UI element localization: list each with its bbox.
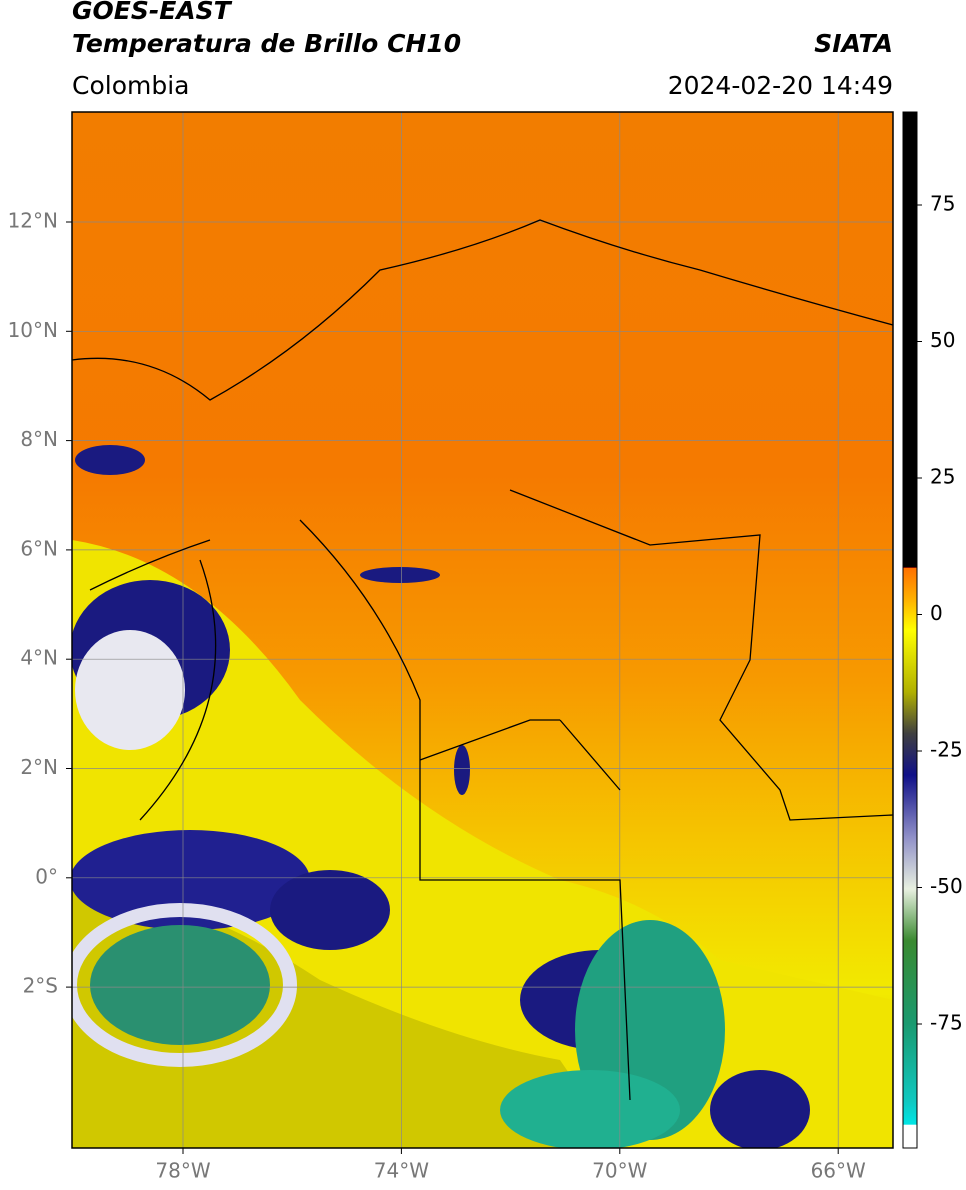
- lat-label: 2°N: [20, 755, 58, 779]
- lat-label: 0°: [35, 864, 58, 888]
- lat-label: 12°N: [8, 209, 58, 233]
- lon-label: 78°W: [155, 1159, 210, 1183]
- colorbar-label: 75: [930, 192, 955, 216]
- colorbar-label: -25: [930, 738, 963, 762]
- region: Colombia: [72, 71, 189, 100]
- satellite-image: [72, 112, 893, 1148]
- colorbar-label: 25: [930, 465, 955, 489]
- graticule: [72, 112, 893, 1148]
- lon-label: 66°W: [811, 1159, 866, 1183]
- colorbar: [902, 111, 918, 1149]
- lat-label: 6°N: [20, 536, 58, 560]
- colorbar-label: -50: [930, 874, 963, 898]
- colorbar-label: 0: [930, 601, 943, 625]
- colorbar-label: 50: [930, 328, 955, 352]
- title: GOES-EAST: [72, 0, 233, 25]
- subtitle: Temperatura de Brillo CH10: [72, 29, 461, 58]
- lat-label: 10°N: [8, 318, 58, 342]
- lat-label: 2°S: [23, 974, 58, 998]
- datetime: 2024-02-20 14:49: [668, 71, 893, 100]
- lat-label: 8°N: [20, 427, 58, 451]
- lat-label: 4°N: [20, 646, 58, 670]
- map-frame: [71, 111, 894, 1149]
- source: SIATA: [814, 29, 893, 58]
- lon-label: 70°W: [592, 1159, 647, 1183]
- lon-label: 74°W: [374, 1159, 429, 1183]
- colorbar-label: -75: [930, 1011, 963, 1035]
- borders: [72, 219, 893, 1101]
